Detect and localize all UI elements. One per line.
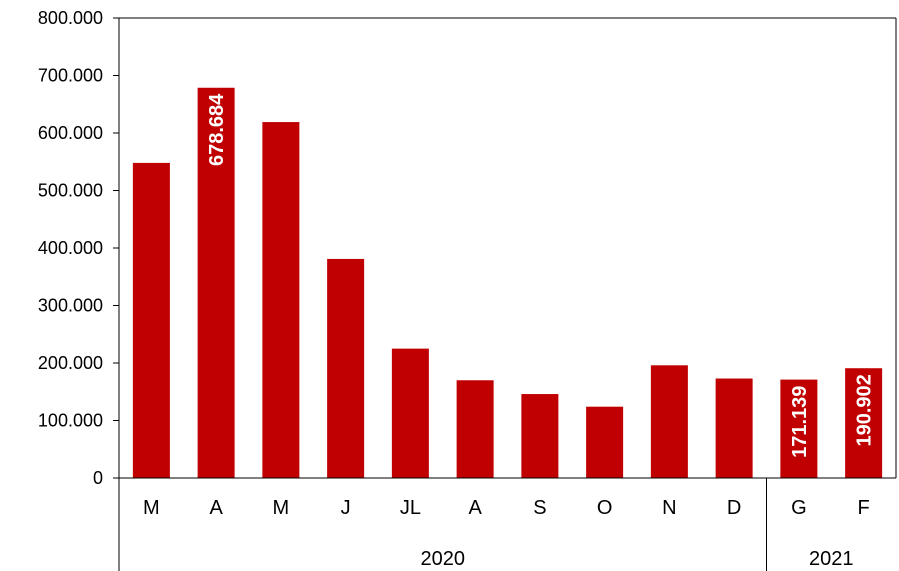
bar xyxy=(262,122,300,478)
y-tick-label: 200.000 xyxy=(38,353,103,373)
bar xyxy=(327,258,365,478)
bar xyxy=(456,380,494,478)
x-category-label: M xyxy=(143,497,160,519)
x-category-label: S xyxy=(533,497,546,519)
bar xyxy=(780,379,818,478)
x-category-label: F xyxy=(858,497,870,519)
y-tick-label: 600.000 xyxy=(38,123,103,143)
y-tick-label: 0 xyxy=(93,468,103,488)
bar xyxy=(391,348,429,478)
bar xyxy=(586,406,624,478)
data-label: 190.902 xyxy=(854,374,876,446)
bar xyxy=(132,162,170,478)
x-category-label: G xyxy=(791,497,807,519)
x-category-label: A xyxy=(468,497,482,519)
x-category-label: D xyxy=(727,497,741,519)
data-label: 171.139 xyxy=(789,386,811,458)
plot-frame xyxy=(118,17,897,571)
x-category-label: O xyxy=(597,497,613,519)
y-tick-label: 400.000 xyxy=(38,238,103,258)
bar xyxy=(715,378,753,478)
data-label: 678.684 xyxy=(206,93,228,166)
bars: 678.684 171.139 190.902 xyxy=(132,87,883,478)
x-category-label: A xyxy=(209,497,223,519)
x-group-label: 2021 xyxy=(809,548,854,570)
bar xyxy=(197,87,235,478)
x-category-label: N xyxy=(662,497,676,519)
x-axis: M A M J JL A S O N D G F 2020 2021 xyxy=(119,477,896,571)
y-tick-label: 100.000 xyxy=(38,411,103,431)
x-category-label: M xyxy=(273,497,290,519)
bar xyxy=(650,365,688,478)
y-tick-label: 500.000 xyxy=(38,181,103,201)
y-axis: 0 100.000 200.000 300.000 400.000 500.000 600.… xyxy=(38,8,119,488)
y-tick-label: 300.000 xyxy=(38,296,103,316)
y-tick-label: 800.000 xyxy=(38,8,103,28)
y-tick-label: 700.000 xyxy=(38,66,103,86)
x-category-label: JL xyxy=(400,497,421,519)
x-category-label: J xyxy=(341,497,351,519)
x-group-label: 2020 xyxy=(421,548,466,570)
bar xyxy=(521,394,559,478)
bar xyxy=(845,368,883,478)
